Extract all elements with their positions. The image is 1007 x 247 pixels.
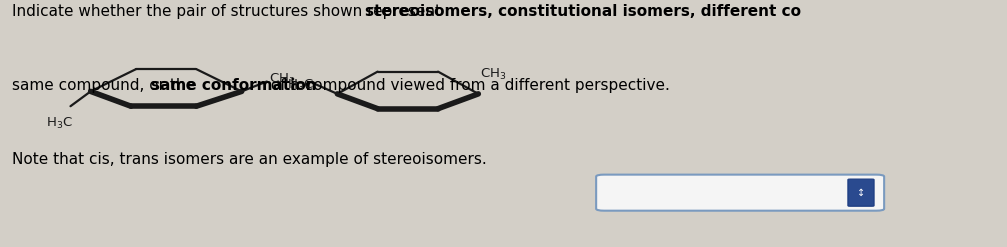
Text: Note that cis, trans isomers are an example of stereoisomers.: Note that cis, trans isomers are an exam… bbox=[12, 152, 486, 167]
Text: $\mathregular{CH_3}$: $\mathregular{CH_3}$ bbox=[269, 71, 295, 87]
FancyBboxPatch shape bbox=[848, 179, 874, 206]
Text: ↕: ↕ bbox=[857, 188, 865, 198]
Text: $\mathregular{H_3C}$: $\mathregular{H_3C}$ bbox=[46, 116, 74, 131]
Text: $\mathregular{CH_3}$: $\mathregular{CH_3}$ bbox=[480, 66, 507, 82]
Text: same conformation: same conformation bbox=[151, 78, 316, 93]
Text: same compound, or the: same compound, or the bbox=[12, 78, 200, 93]
Text: of a compound viewed from a different perspective.: of a compound viewed from a different pe… bbox=[266, 78, 670, 93]
Text: stereoisomers, constitutional isomers, different co: stereoisomers, constitutional isomers, d… bbox=[365, 4, 801, 19]
FancyBboxPatch shape bbox=[596, 175, 884, 211]
Text: $\mathregular{H_3C}$: $\mathregular{H_3C}$ bbox=[287, 78, 314, 93]
Text: Indicate whether the pair of structures shown represent: Indicate whether the pair of structures … bbox=[12, 4, 446, 19]
